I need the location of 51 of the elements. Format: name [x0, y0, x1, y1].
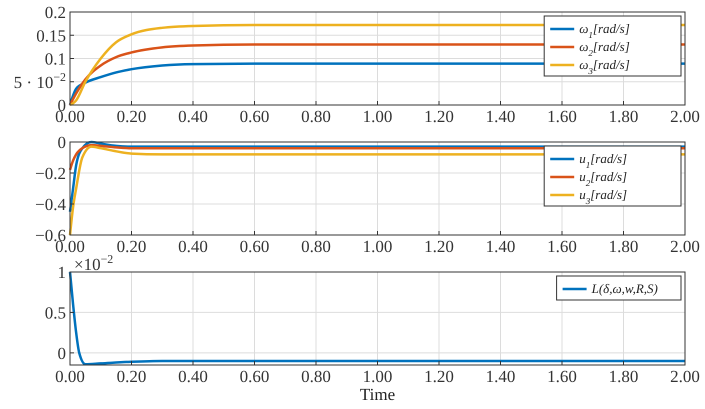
- x-tick-label: 1.20: [424, 237, 454, 256]
- x-tick-label: 0.60: [240, 107, 270, 126]
- y-tick-label: −0.4: [35, 195, 66, 214]
- y-tick-label: 1: [58, 263, 66, 282]
- x-tick-label: 1.60: [547, 237, 577, 256]
- x-tick-label: 0.20: [116, 367, 146, 386]
- x-tick-label: 1.60: [547, 367, 577, 386]
- y-tick-label: 5 · 10$^{−2}$: [14, 70, 66, 92]
- legend-label: u$_{3}$[rad/s]: [579, 187, 628, 206]
- legend-label: u$_{2}$[rad/s]: [579, 169, 628, 188]
- y-tick-label: 0: [58, 133, 66, 152]
- x-tick-label: 1.00: [362, 237, 392, 256]
- x-tick-label: 0.80: [301, 367, 331, 386]
- y-tick-label: −0.2: [35, 164, 66, 183]
- y-tick-label: 0.5: [44, 303, 66, 322]
- y-tick-label: 0.1: [44, 50, 66, 68]
- x-tick-label: 1.40: [486, 237, 516, 256]
- x-tick-label: 1.40: [486, 107, 516, 126]
- x-tick-label: 1.60: [547, 107, 577, 126]
- x-tick-label: 1.80: [608, 107, 638, 126]
- x-tick-label: 1.00: [362, 107, 392, 126]
- x-tick-label: 1.20: [424, 107, 454, 126]
- x-tick-label: 0.80: [301, 237, 331, 256]
- y-tick-label: 0: [58, 344, 66, 363]
- legend-label: u$_{1}$[rad/s]: [579, 151, 628, 170]
- x-tick-label: 1.40: [486, 367, 516, 386]
- line-series: [68, 270, 686, 366]
- x-tick-label: 0.40: [178, 237, 208, 256]
- x-tick-label: 2.00: [670, 367, 700, 386]
- x-tick-label: 0.40: [178, 107, 208, 126]
- x-tick-label: 2.00: [670, 237, 700, 256]
- legend-label: ω$_{2}$[rad/s]: [579, 39, 630, 58]
- x-tick-label: 0.60: [240, 367, 270, 386]
- x-tick-label: 0.40: [178, 367, 208, 386]
- x-tick-label: 0.20: [116, 107, 146, 126]
- annotation: ×10$^{−2}$: [74, 252, 114, 274]
- x-tick-label: 0.20: [116, 237, 146, 256]
- y-tick-label: 0.2: [44, 3, 66, 22]
- x-tick-label: 1.20: [424, 367, 454, 386]
- x-axis-title: Time: [360, 385, 396, 404]
- x-tick-label: 1.80: [608, 237, 638, 256]
- x-tick-label: 0.00: [55, 367, 85, 386]
- x-tick-label: 1.00: [362, 367, 392, 386]
- y-tick-label: 0.15: [36, 26, 66, 46]
- x-tick-label: 2.00: [670, 107, 700, 126]
- legend-label: ω$_{3}$[rad/s]: [579, 57, 630, 76]
- x-tick-label: 0.80: [301, 107, 331, 126]
- legend-label: ω$_{1}$[rad/s]: [579, 21, 630, 40]
- x-tick-label: 0.60: [240, 237, 270, 256]
- x-tick-label: 1.80: [608, 367, 638, 386]
- legend-label: L(δ,ω,w,R,S): [590, 281, 658, 296]
